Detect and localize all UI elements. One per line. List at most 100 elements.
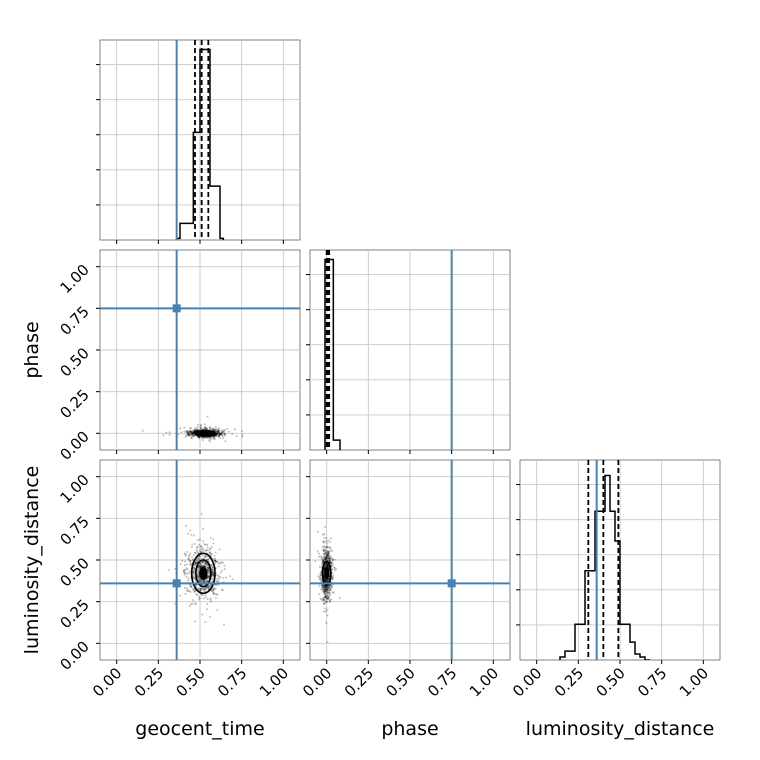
sample-point [327,598,330,601]
sample-point [190,431,193,434]
sample-point [189,430,192,433]
sample-point [222,430,225,433]
sample-point [329,584,332,587]
sample-point [194,603,197,606]
sample-point [207,567,210,570]
sample-point [328,546,331,549]
sample-point [329,562,332,565]
sample-point [193,570,196,573]
sample-point [224,440,227,443]
sample-point [329,592,332,595]
sample-point [326,600,329,603]
sample-point [194,561,197,564]
sample-point [325,593,328,596]
sample-point [184,435,187,438]
sample-point [185,575,188,578]
sample-point [198,555,201,558]
sample-point [204,565,207,568]
sample-point [212,589,215,592]
sample-point [187,431,190,434]
sample-point [324,592,327,595]
histogram-phase [324,258,341,450]
sample-point [329,562,332,565]
sample-point [324,586,327,589]
sample-point [194,562,197,565]
sample-point [326,553,329,556]
sample-point [202,549,205,552]
sample-point [215,432,218,435]
sample-point [323,590,326,593]
sample-point [217,430,220,433]
sample-point [194,428,197,431]
sample-point [318,584,321,587]
sample-point [197,432,200,435]
sample-point [320,587,323,590]
sample-point [202,560,205,563]
sample-point [323,579,326,582]
sample-point [191,433,194,436]
sample-point [199,562,202,565]
sample-point [192,432,195,435]
sample-point [196,432,199,435]
sample-point [323,556,326,559]
sample-point [199,427,202,430]
sample-point [331,559,334,562]
sample-point [216,428,219,431]
sample-point [200,424,203,427]
sample-point [333,558,336,561]
sample-point [326,564,329,567]
sample-point [326,587,329,590]
sample-point [211,587,214,590]
sample-point [193,429,196,432]
sample-point [326,592,329,595]
sample-point [330,557,333,560]
sample-point [207,566,210,569]
sample-point [326,585,329,588]
sample-point [193,434,196,437]
sample-point [188,431,191,434]
sample-point [325,585,328,588]
sample-point [325,621,328,624]
sample-point [189,431,192,434]
sample-point [223,623,226,626]
sample-point [218,431,221,434]
sample-point [186,430,189,433]
sample-point [213,587,216,590]
sample-point [326,614,329,617]
sample-point [189,563,192,566]
sample-point [189,429,192,432]
sample-point [197,423,200,426]
sample-point [214,559,217,562]
sample-point [331,586,334,589]
x-tick-label: 0.50 [172,664,208,700]
sample-point [206,598,209,601]
sample-point [203,580,206,583]
sample-point [322,583,325,586]
sample-point [199,587,202,590]
sample-point [204,562,207,565]
sample-point [184,571,187,574]
sample-point [204,426,207,429]
sample-point [321,546,324,549]
y-tick-label: 0.75 [56,302,92,338]
sample-point [241,435,244,438]
sample-point [317,575,320,578]
sample-point [324,579,327,582]
sample-point [190,436,193,439]
sample-point [212,572,215,575]
truth-marker [172,304,181,313]
sample-point [328,594,331,597]
sample-point [184,560,187,563]
sample-point [179,594,182,597]
x-tick-label: 0.25 [131,664,167,700]
sample-point [208,436,211,439]
sample-point [325,595,328,598]
sample-point [200,587,203,590]
sample-point [204,543,207,546]
sample-point [328,546,331,549]
sample-point [197,588,200,591]
sample-point [203,579,206,582]
sample-point [193,567,196,570]
sample-point [214,425,217,428]
sample-point [189,432,192,435]
